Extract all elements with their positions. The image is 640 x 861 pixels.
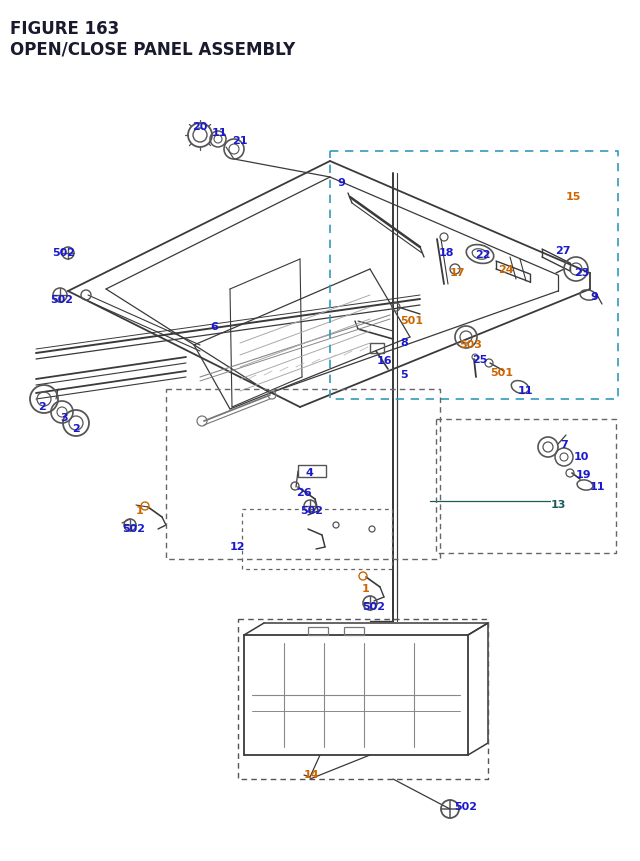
Text: 26: 26	[296, 487, 312, 498]
Text: 13: 13	[551, 499, 566, 510]
Text: 1: 1	[362, 583, 370, 593]
Bar	[344, 628, 364, 635]
Text: 27: 27	[555, 245, 570, 256]
Text: 502: 502	[454, 801, 477, 811]
Text: 17: 17	[450, 268, 465, 278]
Text: 3: 3	[60, 412, 68, 423]
Text: 15: 15	[566, 192, 581, 201]
Text: 19: 19	[576, 469, 591, 480]
Text: 11: 11	[590, 481, 605, 492]
Text: 23: 23	[574, 268, 589, 278]
Text: 9: 9	[590, 292, 598, 301]
Text: 10: 10	[574, 451, 589, 461]
Text: 16: 16	[377, 356, 392, 366]
Text: 22: 22	[475, 250, 490, 260]
Text: 14: 14	[304, 769, 319, 779]
Text: 5: 5	[400, 369, 408, 380]
Text: 20: 20	[192, 122, 207, 132]
Text: 2: 2	[72, 424, 80, 433]
Text: 6: 6	[210, 322, 218, 331]
Text: 502: 502	[50, 294, 73, 305]
Text: 25: 25	[472, 355, 488, 364]
Text: 502: 502	[122, 523, 145, 533]
Text: 502: 502	[300, 505, 323, 516]
Text: 1: 1	[136, 505, 144, 516]
Text: 24: 24	[498, 264, 514, 275]
Text: 11: 11	[212, 127, 227, 138]
Text: 9: 9	[337, 177, 345, 188]
Text: 18: 18	[439, 248, 454, 257]
Text: 4: 4	[305, 468, 313, 478]
Bar	[308, 628, 328, 635]
Text: 21: 21	[232, 136, 248, 146]
Text: 501: 501	[490, 368, 513, 378]
Text: 7: 7	[560, 439, 568, 449]
Text: 503: 503	[459, 339, 482, 350]
Text: 2: 2	[38, 401, 45, 412]
Text: 11: 11	[518, 386, 534, 395]
Text: FIGURE 163: FIGURE 163	[10, 20, 119, 38]
Text: 502: 502	[52, 248, 75, 257]
Bar	[298, 466, 326, 478]
Text: OPEN/CLOSE PANEL ASSEMBLY: OPEN/CLOSE PANEL ASSEMBLY	[10, 40, 295, 58]
Text: 501: 501	[400, 316, 423, 325]
Text: 502: 502	[362, 601, 385, 611]
Text: 8: 8	[400, 338, 408, 348]
Text: 12: 12	[230, 542, 246, 551]
Bar	[370, 344, 384, 354]
